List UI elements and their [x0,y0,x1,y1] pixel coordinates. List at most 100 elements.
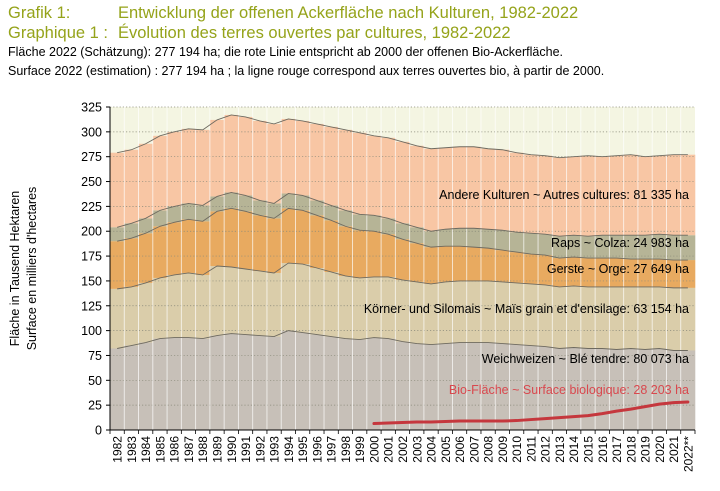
bar-koernermais-2022** [680,287,696,351]
y-tick-label-50: 50 [88,374,102,388]
bar-raps-1984 [138,218,154,234]
bar-koernermais-1992 [252,270,268,336]
x-tick-label-2004: 2004 [425,436,439,463]
bar-raps-1997 [324,205,339,221]
label-koernermais-fr: Maïs grain et d'ensilage: 63 154 ha [495,302,689,316]
bar-andere-kulturen-1995 [295,120,311,196]
x-tick-label-1991: 1991 [239,436,253,463]
bar-gerste-1996 [309,215,325,268]
bar-raps-1989 [209,196,225,212]
y-tick-label-100: 100 [81,324,102,338]
bar-raps-2020 [652,234,667,260]
bar-raps-2002 [395,223,410,240]
bar-weichweizen-2006 [452,342,468,430]
bar-raps-2010 [509,232,525,253]
bar-weichweizen-2003 [409,343,425,430]
y-tick-label-300: 300 [81,125,102,139]
x-tick-label-1994: 1994 [282,436,296,463]
label-raps: Raps ~ Colza: 24 983 ha [551,236,689,250]
bar-gerste-1991 [238,211,253,269]
bar-gerste-2013 [552,258,567,287]
bar-raps-1986 [167,206,182,223]
x-tick-label-1999: 1999 [353,436,367,463]
bar-weichweizen-2005 [438,343,453,430]
boundary-weichweizen [117,330,688,351]
bar-andere-kulturen-2011 [523,154,539,234]
bar-andere-kulturen-2007 [466,146,482,229]
x-tick-label-1993: 1993 [268,436,282,463]
bar-weichweizen-1983 [124,345,139,430]
bar-andere-kulturen-2015 [580,155,596,237]
bar-koernermais-2011 [523,283,539,346]
bar-andere-kulturen-1985 [152,135,168,211]
y-tick-label-150: 150 [81,274,102,288]
boundary-raps [117,192,688,237]
y-axis-label-fr: Surface en milliers d'hectares [25,187,39,351]
bar-andere-kulturen-1987 [181,128,196,204]
bar-weichweizen-1999 [352,339,368,430]
bar-gerste-1994 [281,208,296,264]
bar-koernermais-2012 [538,284,553,347]
bar-weichweizen-1990 [224,333,239,430]
x-tick-label-2021: 2021 [667,436,681,463]
bar-weichweizen-1994 [281,330,296,430]
bar-andere-kulturen-1991 [238,116,253,196]
bar-andere-kulturen-1993 [266,123,282,204]
bio-line [372,400,690,426]
bar-koernermais-1982 [110,288,125,349]
label-andere-kulturen: Andere Kulturen ~ Autres cultures: 81 33… [439,188,689,202]
bar-raps-1992 [252,200,268,216]
x-tick-label-1986: 1986 [168,436,182,463]
x-tick-label-1998: 1998 [339,436,353,463]
title-de-label: Grafik 1: [8,4,71,22]
bar-gerste-1990 [224,208,239,268]
bar-andere-kulturen-2012 [538,155,553,235]
bar-raps-2014 [566,235,582,258]
bar-andere-kulturen-2005 [438,147,453,230]
bar-koernermais-2021 [666,287,682,351]
bar-andere-kulturen-1989 [209,119,225,197]
bar-koernermais-1984 [138,282,154,343]
y-tick-label-200: 200 [81,225,102,239]
bar-gerste-2000 [366,231,382,277]
bar-andere-kulturen-2020 [652,155,667,235]
bar-gerste-2014 [566,257,582,286]
x-tick-label-2018: 2018 [624,436,638,463]
bar-koernermais-2015 [580,286,596,349]
x-tick-label-1997: 1997 [325,436,339,463]
bar-koernermais-1988 [195,274,211,339]
y-tick-label-125: 125 [81,299,102,313]
boundary-gerste [117,207,688,261]
bar-weichweizen-2009 [495,343,510,430]
bar-andere-kulturen-2014 [566,156,582,236]
label-gerste-de: Gerste ~ [547,262,599,276]
bar-raps-2009 [495,230,510,251]
label-bio-flaeche-fr: Surface biologique: 28 203 ha [523,383,689,397]
bar-gerste-2009 [495,250,510,282]
label-andere-kulturen-de: Andere Kulturen ~ [439,188,543,202]
bar-raps-2007 [466,228,482,248]
x-tick-label-2013: 2013 [553,436,567,463]
label-raps-fr: Colza: 24 983 ha [594,236,689,250]
x-tick-label-2017: 2017 [610,436,624,463]
bar-gerste-2005 [438,246,453,282]
bar-raps-1983 [124,223,139,239]
bar-raps-2012 [538,234,553,256]
x-tick-label-2001: 2001 [382,436,396,463]
x-tick-label-1990: 1990 [225,436,239,463]
bar-gerste-1993 [266,218,282,273]
bar-raps-2019 [637,235,653,260]
x-tick-label-2015: 2015 [581,436,595,463]
label-weichweizen-fr: Blé tendre: 80 073 ha [569,352,689,366]
boundary-koernermais [117,262,688,290]
title-fr-text: Évolution des terres ouvertes par cultur… [118,24,511,42]
bar-koernermais-2003 [409,281,425,344]
bar-gerste-2002 [395,239,410,280]
bar-weichweizen-1989 [209,335,225,430]
y-tick-label-75: 75 [88,349,102,363]
bar-weichweizen-2011 [523,345,539,430]
bar-gerste-2016 [595,258,610,287]
bar-weichweizen-1998 [338,338,353,430]
bar-koernermais-2008 [480,280,496,343]
